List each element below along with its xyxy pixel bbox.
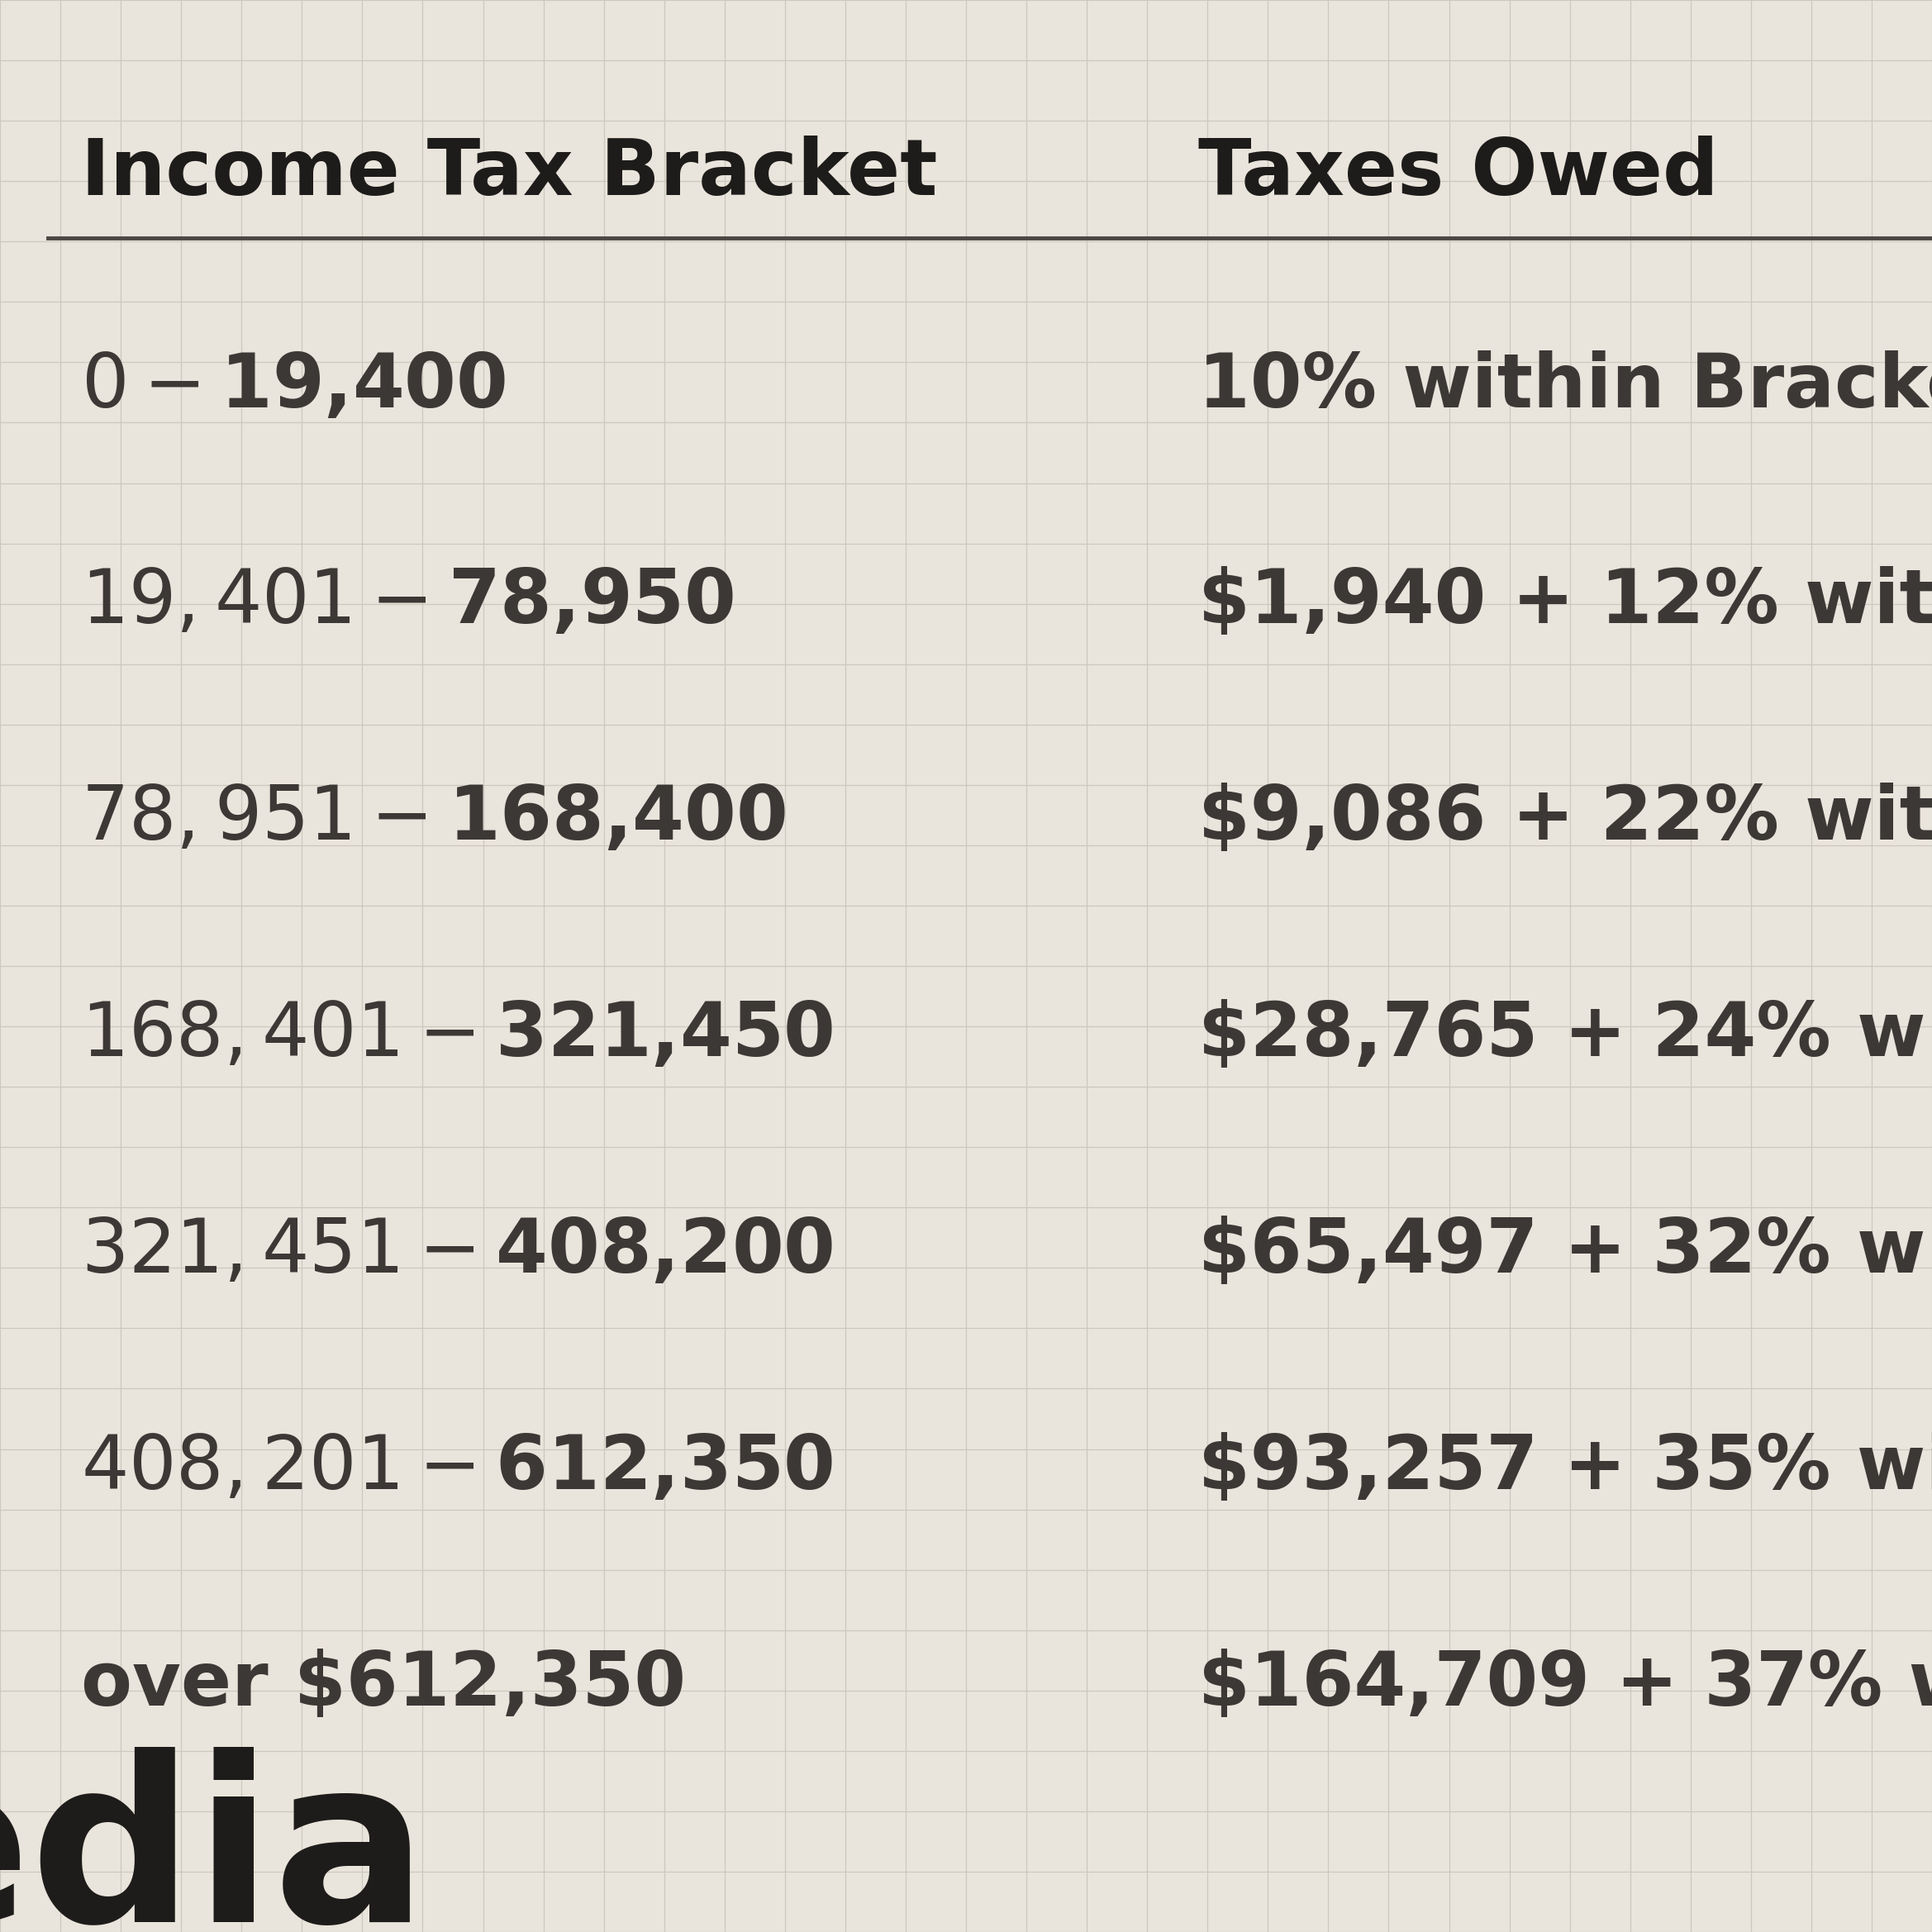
Text: $164,709 + 37% within Bracket: $164,709 + 37% within Bracket bbox=[1198, 1648, 1932, 1721]
Text: edia: edia bbox=[0, 1747, 427, 1932]
Text: $0 - $19,400: $0 - $19,400 bbox=[81, 350, 506, 423]
Text: $321,451 - $408,200: $321,451 - $408,200 bbox=[81, 1215, 833, 1289]
Text: Income Tax Bracket: Income Tax Bracket bbox=[81, 135, 937, 213]
Text: over $612,350: over $612,350 bbox=[81, 1648, 686, 1721]
Text: $1,940 + 12% within Bracket: $1,940 + 12% within Bracket bbox=[1198, 566, 1932, 639]
Text: $65,497 + 32% within Bracket: $65,497 + 32% within Bracket bbox=[1198, 1215, 1932, 1289]
Text: $9,086 + 22% within Bracket: $9,086 + 22% within Bracket bbox=[1198, 782, 1932, 856]
Text: $28,765 + 24% within Bracket: $28,765 + 24% within Bracket bbox=[1198, 999, 1932, 1072]
Text: $408,201 - $612,350: $408,201 - $612,350 bbox=[81, 1432, 833, 1505]
Text: 10% within Bracket: 10% within Bracket bbox=[1198, 350, 1932, 423]
Text: Taxes Owed: Taxes Owed bbox=[1198, 135, 1718, 213]
Text: $19,401 - $78,950: $19,401 - $78,950 bbox=[81, 566, 734, 639]
Text: $78,951 - $168,400: $78,951 - $168,400 bbox=[81, 782, 786, 856]
Text: $168,401 - $321,450: $168,401 - $321,450 bbox=[81, 999, 833, 1072]
Text: $93,257 + 35% within Bracket: $93,257 + 35% within Bracket bbox=[1198, 1432, 1932, 1505]
